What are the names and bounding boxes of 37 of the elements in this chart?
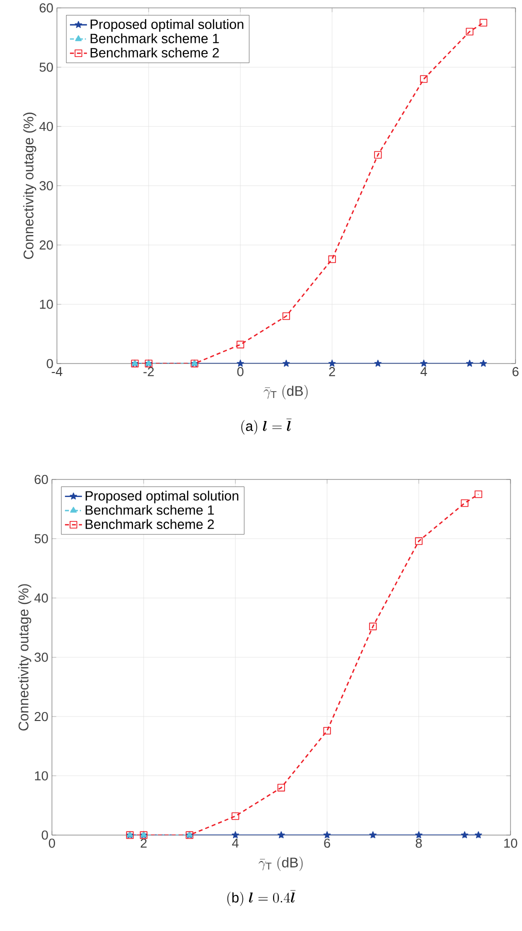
x-tick-label: 4 bbox=[232, 838, 238, 848]
x-tick-label: 4 bbox=[420, 367, 427, 376]
x-tick-label: 2 bbox=[328, 367, 335, 376]
y-axis-title: Connectivity outage (%) bbox=[18, 584, 31, 731]
x-tick-label: 6 bbox=[324, 838, 330, 848]
y-tick-label: 20 bbox=[39, 240, 53, 250]
y-tick-label: 60 bbox=[39, 3, 53, 12]
y-tick-label: 40 bbox=[39, 122, 53, 132]
y-axis-title: Connectivity outage (%) bbox=[23, 112, 36, 259]
y-tick-label: 30 bbox=[34, 652, 48, 662]
y-tick-label: 30 bbox=[39, 181, 53, 190]
legend-label: Benchmark scheme 1 bbox=[90, 33, 219, 44]
y-tick-label: 60 bbox=[34, 474, 48, 484]
y-tick-label: 50 bbox=[39, 62, 53, 72]
x-tick-label: 8 bbox=[416, 838, 422, 848]
legend-label: Benchmark scheme 2 bbox=[85, 519, 214, 530]
y-tick-label: 0 bbox=[42, 830, 48, 840]
text: $\mathrm{(b)}\ \boldsymbol{l}=0.4\bar{\boldsymbol{l}}$ bbox=[227, 890, 296, 906]
legend-label: Proposed optimal solution bbox=[85, 490, 238, 504]
legend-label: Proposed optimal solution bbox=[90, 19, 244, 32]
x-axis-title: $\bar{\gamma}_{\mathrm{T}}\ (\mathrm{dB})$ bbox=[258, 856, 302, 871]
y-tick-label: 10 bbox=[34, 771, 48, 780]
x-tick-label: 6 bbox=[512, 367, 518, 376]
legend-label: Benchmark scheme 1 bbox=[85, 504, 214, 515]
x-tick-label: 2 bbox=[140, 838, 146, 848]
x-tick-label: 0 bbox=[237, 367, 244, 376]
x-tick-label: -2 bbox=[143, 367, 154, 376]
y-tick-label: 50 bbox=[34, 534, 48, 544]
x-tick-label: 10 bbox=[504, 838, 517, 848]
y-tick-label: 10 bbox=[40, 300, 53, 309]
y-tick-label: 0 bbox=[46, 358, 53, 368]
y-tick-label: 40 bbox=[34, 593, 48, 603]
legend-label: Benchmark scheme 2 bbox=[90, 48, 219, 58]
y-tick-label: 20 bbox=[34, 712, 48, 722]
x-tick-label: -4 bbox=[52, 367, 62, 376]
text: $\mathrm{(a)}\ \boldsymbol{l}=\bar{\boldsymbol{l}}$ bbox=[241, 418, 292, 434]
x-axis-title: $\bar{\gamma}_{\mathrm{T}}\ (\mathrm{dB})$ bbox=[264, 385, 308, 400]
